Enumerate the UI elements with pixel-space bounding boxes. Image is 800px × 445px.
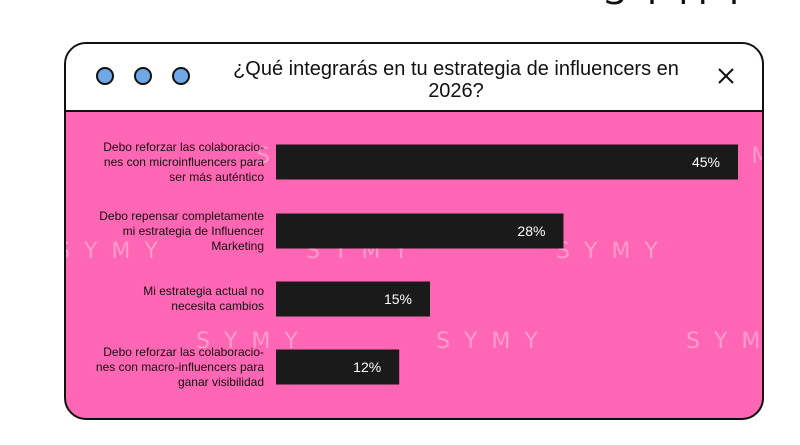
category-label: Mi estrategia actual no necesita cambios xyxy=(74,284,264,314)
bar-value-label: 12% xyxy=(353,359,381,375)
window-dot-icon xyxy=(96,67,114,85)
bar xyxy=(276,144,738,180)
window-dot-icon xyxy=(134,67,152,85)
category-label-line: Mi estrategia actual no xyxy=(143,284,264,298)
window-title: ¿Qué integrarás en tu estrategia de infl… xyxy=(233,58,679,102)
category-label-line: ganar visibilidad xyxy=(177,374,264,389)
bar xyxy=(276,213,564,249)
bar-value-label: 28% xyxy=(517,223,545,239)
category-label-line: nes con microinfluencers para xyxy=(103,154,264,169)
watermark-logo: SYMY xyxy=(436,329,552,354)
category-label-line: mi estrategia de Influencer xyxy=(122,223,264,238)
category-label-line: nes con macro-influencers para xyxy=(95,359,264,374)
watermark-logo: SYMY xyxy=(556,239,672,264)
category-label-line: Debo repensar completamente xyxy=(99,208,264,223)
bar xyxy=(276,349,400,385)
bar-chart: 45% 28% 15% 12% xyxy=(276,144,738,385)
bar-value-label: 15% xyxy=(384,291,412,307)
category-label-line: ser más auténtico xyxy=(169,169,264,184)
category-label: Debo reforzar las colaboracio-nes con mi… xyxy=(74,140,264,185)
brand-logo: SYMY xyxy=(604,0,794,8)
category-label-line: Debo reforzar las colaboracio- xyxy=(103,139,264,154)
bar-value-label: 45% xyxy=(692,154,720,170)
window-dot-icon xyxy=(172,67,190,85)
category-label-line: Marketing xyxy=(211,238,264,253)
close-icon[interactable] xyxy=(716,66,736,86)
category-label: Debo reforzar las colaboracio-nes con ma… xyxy=(74,345,264,390)
category-label-line: Debo reforzar las colaboracio- xyxy=(103,344,264,359)
window-titlebar: ¿Qué integrarás en tu estrategia de infl… xyxy=(66,44,762,112)
bar xyxy=(276,281,430,317)
chart-window: ¿Qué integrarás en tu estrategia de infl… xyxy=(64,42,764,420)
category-label-line: necesita cambios xyxy=(171,299,264,313)
category-label: Debo repensar completamente mi estrategia… xyxy=(74,209,264,254)
watermark-logo: SYMY xyxy=(64,239,172,264)
watermark-logo: SYMY xyxy=(686,329,762,354)
